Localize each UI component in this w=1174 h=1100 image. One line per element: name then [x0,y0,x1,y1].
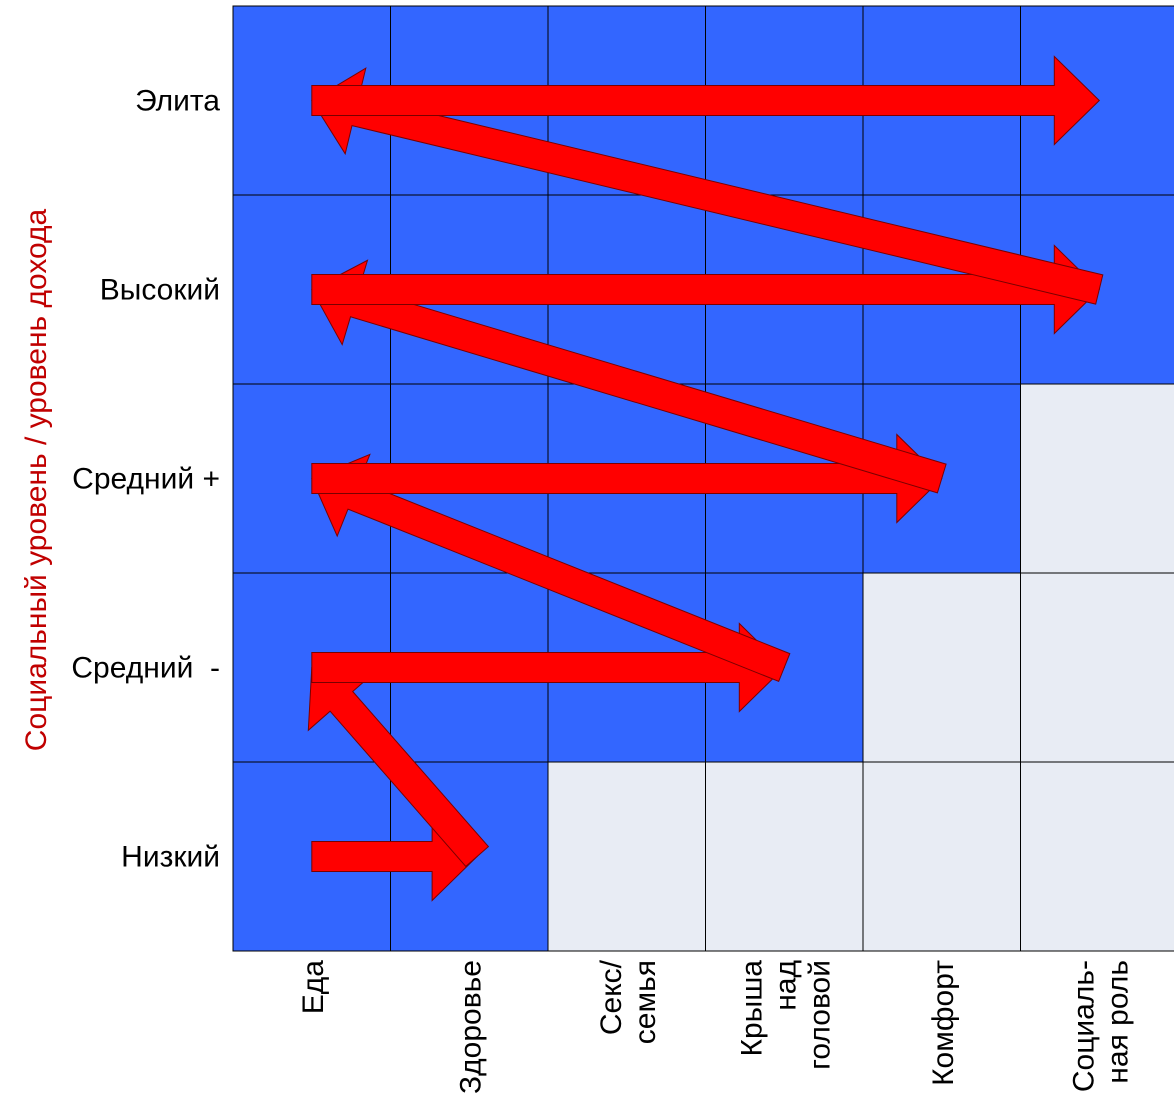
column-label: Социаль-ная роль [1067,960,1134,1092]
column-label-line: Еда [297,960,330,1015]
row-label: Элита [135,85,220,118]
column-label-line: головой [803,960,836,1070]
grid-cell-empty [548,762,706,951]
column-label-line: над [769,960,802,1011]
column-labels: Еда Здоровье Секс/семья Крыша над головой Комф… [297,959,1135,1094]
row-label: Низкий [121,841,220,874]
grid-cell-empty [1021,573,1174,762]
column-label-line: Секс/ [595,959,628,1035]
grid-cell-empty [863,573,1021,762]
row-label: Средний + [72,463,220,496]
column-label-line: Социаль- [1067,960,1100,1092]
y-axis-title: Социальный уровень / уровень дохода [20,208,53,751]
grid-cell-empty [863,762,1021,951]
column-label: Комфорт [927,960,960,1086]
grid-cell-empty [706,762,864,951]
row-label: Средний - [71,652,220,685]
column-label: Крыша над головой [735,960,836,1070]
column-label: Здоровье [454,960,487,1094]
column-label-line: семья [629,960,662,1044]
row-label: Высокий [100,274,220,307]
column-label-line: ная роль [1101,960,1134,1084]
column-label-line: Комфорт [927,960,960,1086]
column-label-line: Крыша [735,960,768,1057]
column-label-line: Здоровье [454,960,487,1094]
column-label: Еда [297,960,330,1015]
grid-cell-empty [1021,384,1174,573]
grid-cell-empty [1021,762,1174,951]
column-label: Секс/семья [595,959,662,1044]
row-labels: Элита Высокий Средний + Средний - Низкий [71,85,220,874]
